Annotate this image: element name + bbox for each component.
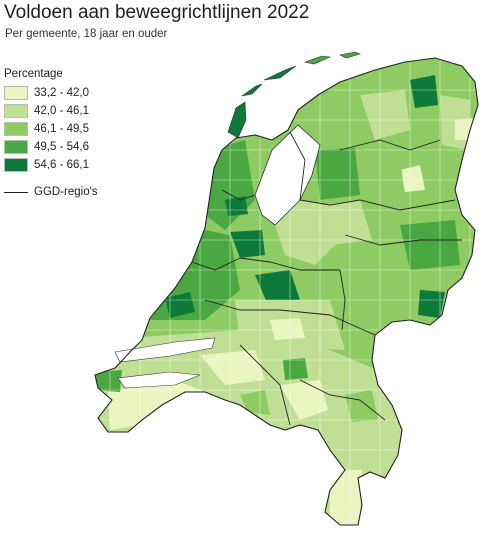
legend-item-1: 33,2 - 42,0 [4,84,124,102]
country-outline [94,57,479,526]
legend-label-3: 46,1 - 49,5 [34,123,89,135]
island-texel [227,101,247,139]
legend-label-1: 33,2 - 42,0 [34,87,89,99]
legend-item-4: 49,5 - 54,6 [4,138,124,156]
legend-swatch-5 [4,158,28,172]
map-title: Voldoen aan beweegrichtlijnen 2022 [4,2,310,23]
legend: Percentage 33,2 - 42,0 42,0 - 46,1 46,1 … [4,68,124,198]
legend-swatch-2 [4,104,28,118]
island-schiermonnikoog [339,51,361,59]
legend-boundary-line [4,191,28,193]
legend-swatch-4 [4,140,28,154]
ggd-region-boundaries [191,131,462,426]
legend-item-3: 46,1 - 49,5 [4,120,124,138]
island-terschelling [263,65,297,81]
ijsselmeer-water [254,124,321,226]
estuary-water-2 [117,371,201,389]
legend-boundary-item: GGD-regio's [4,186,124,198]
legend-swatch-1 [4,86,28,100]
legend-label-2: 42,0 - 46,1 [34,105,89,117]
legend-label-4: 49,5 - 54,6 [34,141,89,153]
legend-label-5: 54,6 - 66,1 [34,159,89,171]
island-ameland [303,55,332,65]
island-vlieland [241,83,263,97]
legend-item-2: 42,0 - 46,1 [4,102,124,120]
legend-title: Percentage [4,68,63,80]
legend-swatch-3 [4,122,28,136]
map-subtitle: Per gemeente, 18 jaar en ouder [5,28,168,40]
legend-item-5: 54,6 - 66,1 [4,156,124,174]
legend-boundary-label: GGD-regio's [34,186,98,198]
